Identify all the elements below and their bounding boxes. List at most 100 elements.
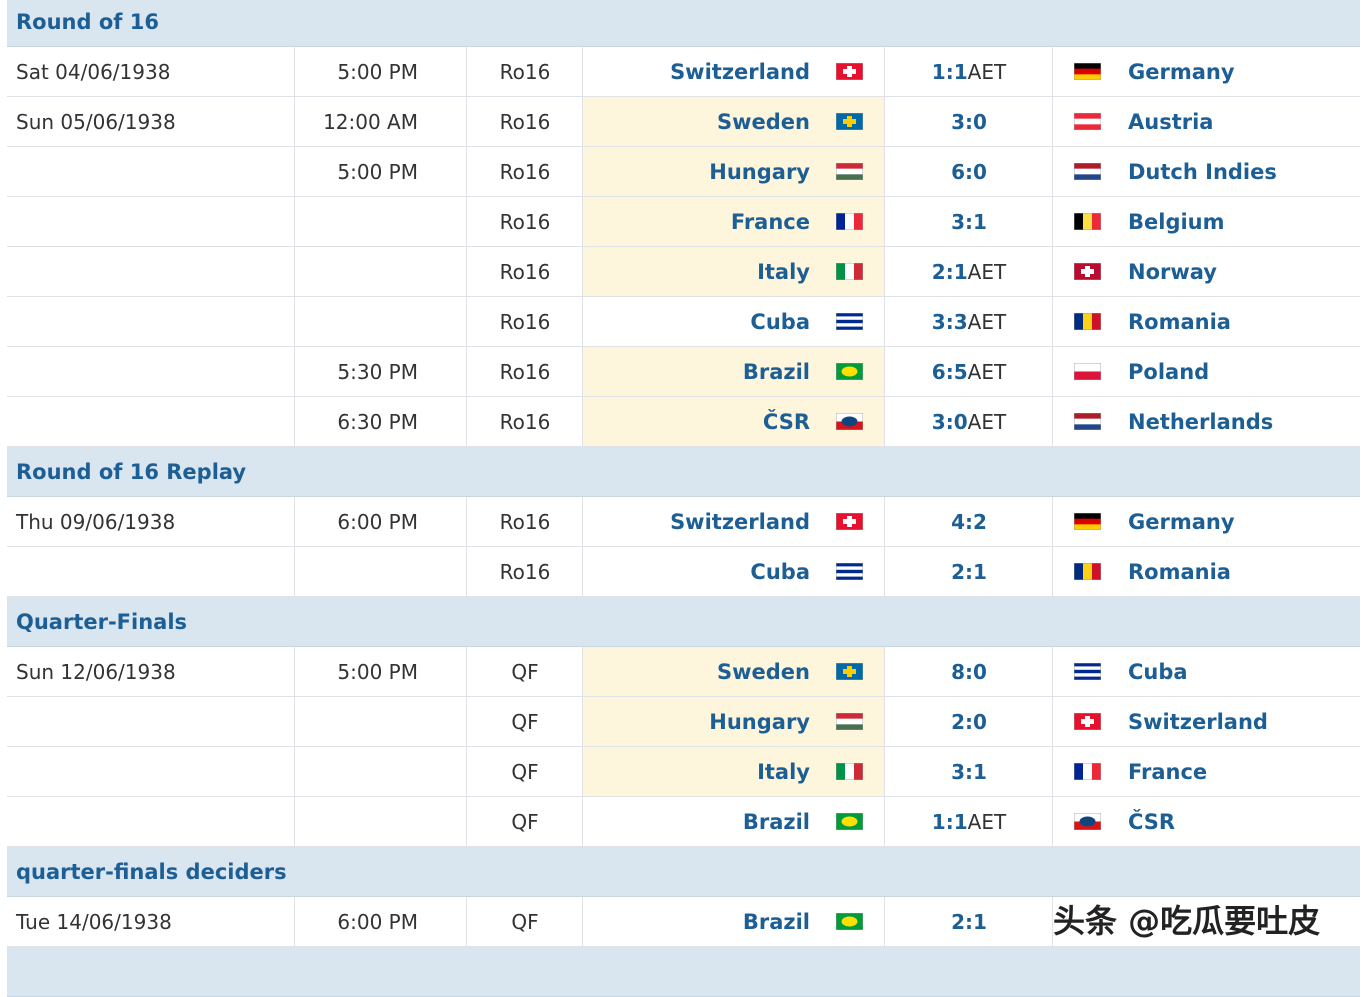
home-team: Brazil bbox=[742, 910, 810, 934]
home-team: Switzerland bbox=[670, 60, 810, 84]
home-team: Cuba bbox=[750, 560, 810, 584]
home-team: Italy bbox=[757, 260, 810, 284]
match-time: 12:00 AM bbox=[323, 110, 418, 134]
match-time: 6:00 PM bbox=[337, 910, 418, 934]
cell: QF bbox=[467, 647, 583, 696]
home-team: Brazil bbox=[742, 360, 810, 384]
flag bbox=[1074, 163, 1101, 180]
page: Round of 16 Sat 04/06/1938 5:00 PM Ro16 Swit… bbox=[7, 0, 1360, 997]
score-note: AET bbox=[967, 360, 1007, 384]
match-row: Sat 04/06/1938 5:00 PM Ro16 Switzerland 1:1A… bbox=[7, 47, 1360, 97]
score: 3:0 bbox=[885, 110, 1053, 134]
score-note: AET bbox=[967, 260, 1007, 284]
cell bbox=[295, 797, 467, 846]
section-header: Quarter-Finals bbox=[7, 597, 1360, 647]
score-value: 3:3 bbox=[931, 310, 968, 334]
flag bbox=[836, 763, 863, 780]
away-team: Germany bbox=[1128, 510, 1235, 534]
flag bbox=[836, 563, 863, 580]
away-team: France bbox=[1128, 760, 1208, 784]
flag bbox=[836, 713, 863, 730]
cell: Italy bbox=[583, 747, 885, 796]
cell bbox=[295, 297, 467, 346]
section-header: Round of 16 bbox=[7, 0, 1360, 47]
match-round: QF bbox=[511, 810, 539, 834]
cell: Sweden bbox=[583, 97, 885, 146]
cell: 3:0 bbox=[885, 97, 1053, 146]
score: 6:5AET bbox=[885, 360, 1053, 384]
cell: Romania bbox=[1053, 297, 1360, 346]
match-time: 5:00 PM bbox=[337, 660, 418, 684]
score: 3:0AET bbox=[885, 410, 1053, 434]
flag bbox=[1074, 213, 1101, 230]
cell bbox=[7, 797, 295, 846]
fixtures-table: Round of 16 Sat 04/06/1938 5:00 PM Ro16 Swit… bbox=[7, 0, 1360, 997]
score: 2:1 bbox=[885, 910, 1053, 934]
match-row: QF Italy 3:1 France bbox=[7, 747, 1360, 797]
flag bbox=[1074, 413, 1101, 430]
cell: 2:0 bbox=[885, 697, 1053, 746]
score-note: AET bbox=[967, 810, 1007, 834]
cell bbox=[7, 547, 295, 596]
away-team: Cuba bbox=[1128, 660, 1188, 684]
match-round: Ro16 bbox=[499, 210, 551, 234]
cell bbox=[7, 247, 295, 296]
score: 2:0 bbox=[885, 710, 1053, 734]
match-date: Sun 05/06/1938 bbox=[16, 110, 176, 134]
score-note: AET bbox=[967, 60, 1007, 84]
cell: Dutch Indies bbox=[1053, 147, 1360, 196]
flag bbox=[836, 513, 863, 530]
cell: Cuba bbox=[583, 547, 885, 596]
flag bbox=[836, 313, 863, 330]
home-team: Brazil bbox=[742, 810, 810, 834]
cell: QF bbox=[467, 797, 583, 846]
section-title: Round of 16 bbox=[16, 10, 159, 34]
score: 2:1AET bbox=[885, 260, 1053, 284]
cell: Sun 12/06/1938 bbox=[7, 647, 295, 696]
flag bbox=[836, 663, 863, 680]
section-title: quarter-finals deciders bbox=[16, 860, 287, 884]
cell: 3:1 bbox=[885, 197, 1053, 246]
score-value: 1:1 bbox=[931, 810, 968, 834]
cell: Brazil bbox=[583, 797, 885, 846]
cell: France bbox=[1053, 747, 1360, 796]
away-team: Poland bbox=[1128, 360, 1210, 384]
flag bbox=[836, 213, 863, 230]
flag bbox=[1074, 263, 1101, 280]
cell: Brazil bbox=[583, 347, 885, 396]
cell bbox=[7, 297, 295, 346]
cell bbox=[7, 397, 295, 446]
cell: Poland bbox=[1053, 347, 1360, 396]
home-team: Hungary bbox=[709, 160, 810, 184]
cell bbox=[295, 197, 467, 246]
cell: 2:1 bbox=[885, 547, 1053, 596]
score: 3:3AET bbox=[885, 310, 1053, 334]
cell: Ro16 bbox=[467, 197, 583, 246]
score-value: 1:1 bbox=[931, 60, 968, 84]
score: 3:1 bbox=[885, 210, 1053, 234]
match-round: Ro16 bbox=[499, 110, 551, 134]
away-team: Netherlands bbox=[1128, 410, 1274, 434]
cell: Ro16 bbox=[467, 497, 583, 546]
match-round: Ro16 bbox=[499, 310, 551, 334]
cell: 1:1AET bbox=[885, 797, 1053, 846]
flag bbox=[836, 263, 863, 280]
score: 1:1AET bbox=[885, 810, 1053, 834]
match-time: 6:30 PM bbox=[337, 410, 418, 434]
cell: Germany bbox=[1053, 497, 1360, 546]
score-note: AET bbox=[967, 410, 1007, 434]
home-team: ČSR bbox=[762, 410, 810, 434]
cell: Hungary bbox=[583, 147, 885, 196]
cell: 6:5AET bbox=[885, 347, 1053, 396]
match-round: QF bbox=[511, 660, 539, 684]
flag bbox=[1074, 513, 1101, 530]
match-row: Thu 09/06/1938 6:00 PM Ro16 Switzerland 4:2 G… bbox=[7, 497, 1360, 547]
cell: 2:1 bbox=[885, 897, 1053, 946]
cell: Thu 09/06/1938 bbox=[7, 497, 295, 546]
cell: Ro16 bbox=[467, 47, 583, 96]
flag bbox=[1074, 763, 1101, 780]
cell: Ro16 bbox=[467, 297, 583, 346]
cell bbox=[7, 197, 295, 246]
match-time: 5:00 PM bbox=[337, 160, 418, 184]
cell: ČSR bbox=[583, 397, 885, 446]
